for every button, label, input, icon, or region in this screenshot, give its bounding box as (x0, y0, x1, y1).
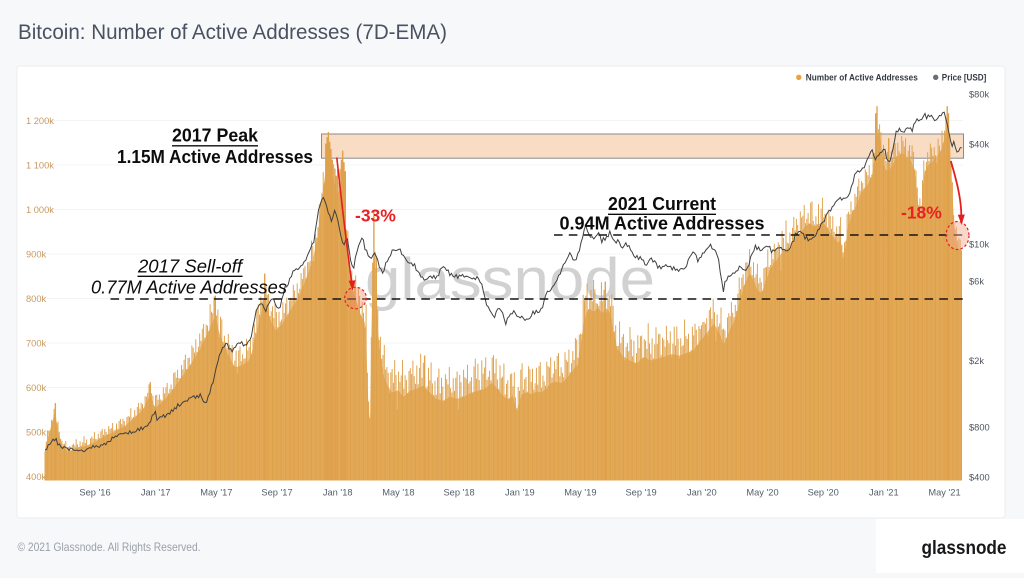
svg-text:$2k: $2k (969, 356, 984, 366)
svg-text:Sep '18: Sep '18 (443, 488, 474, 498)
svg-text:1 200k: 1 200k (26, 116, 54, 126)
svg-text:600k: 600k (26, 383, 47, 393)
svg-text:Jan '17: Jan '17 (141, 488, 171, 498)
svg-text:Jan '18: Jan '18 (323, 488, 353, 498)
svg-text:1.15M Active Addresses: 1.15M Active Addresses (117, 147, 313, 167)
svg-text:Price [USD]: Price [USD] (942, 73, 987, 83)
svg-text:May '20: May '20 (746, 488, 778, 498)
svg-text:$80k: $80k (969, 89, 990, 99)
svg-text:$6k: $6k (969, 277, 984, 287)
svg-text:Sep '16: Sep '16 (79, 488, 110, 498)
svg-text:$400: $400 (969, 472, 990, 482)
svg-text:700k: 700k (26, 338, 47, 348)
svg-text:-33%: -33% (355, 206, 396, 226)
svg-text:2017 Sell-off: 2017 Sell-off (137, 257, 244, 277)
svg-text:$800: $800 (969, 422, 990, 432)
svg-text:$10k: $10k (969, 240, 990, 250)
svg-text:May '18: May '18 (382, 488, 414, 498)
svg-text:May '21: May '21 (928, 488, 960, 498)
svg-text:1 100k: 1 100k (26, 160, 54, 170)
svg-text:Sep '19: Sep '19 (625, 488, 656, 498)
svg-text:0.94M Active Addresses: 0.94M Active Addresses (560, 214, 765, 234)
svg-text:Jan '20: Jan '20 (687, 488, 717, 498)
svg-text:0.77M Active Addresses: 0.77M Active Addresses (91, 278, 287, 298)
svg-text:500k: 500k (26, 427, 47, 437)
svg-text:400k: 400k (26, 472, 47, 482)
svg-text:Sep '20: Sep '20 (808, 488, 839, 498)
svg-text:Jan '19: Jan '19 (505, 488, 535, 498)
svg-text:Jan '21: Jan '21 (869, 488, 899, 498)
svg-text:2021 Current: 2021 Current (608, 194, 716, 214)
svg-text:800k: 800k (26, 294, 47, 304)
svg-text:May '19: May '19 (564, 488, 596, 498)
svg-text:glassnode: glassnode (365, 247, 655, 312)
svg-text:900k: 900k (26, 249, 47, 259)
svg-text:Bitcoin: Number of Active Addr: Bitcoin: Number of Active Addresses (7D-… (18, 20, 447, 44)
svg-text:Number of Active Addresses: Number of Active Addresses (806, 73, 918, 83)
svg-text:1 000k: 1 000k (26, 205, 54, 215)
svg-text:2017 Peak: 2017 Peak (172, 126, 259, 146)
svg-text:Sep '17: Sep '17 (261, 488, 292, 498)
svg-text:© 2021 Glassnode. All Rights R: © 2021 Glassnode. All Rights Reserved. (18, 541, 201, 554)
svg-text:-18%: -18% (901, 203, 942, 223)
svg-text:$40k: $40k (969, 139, 990, 149)
svg-text:glassnode: glassnode (922, 537, 1007, 559)
svg-text:May '17: May '17 (200, 488, 232, 498)
